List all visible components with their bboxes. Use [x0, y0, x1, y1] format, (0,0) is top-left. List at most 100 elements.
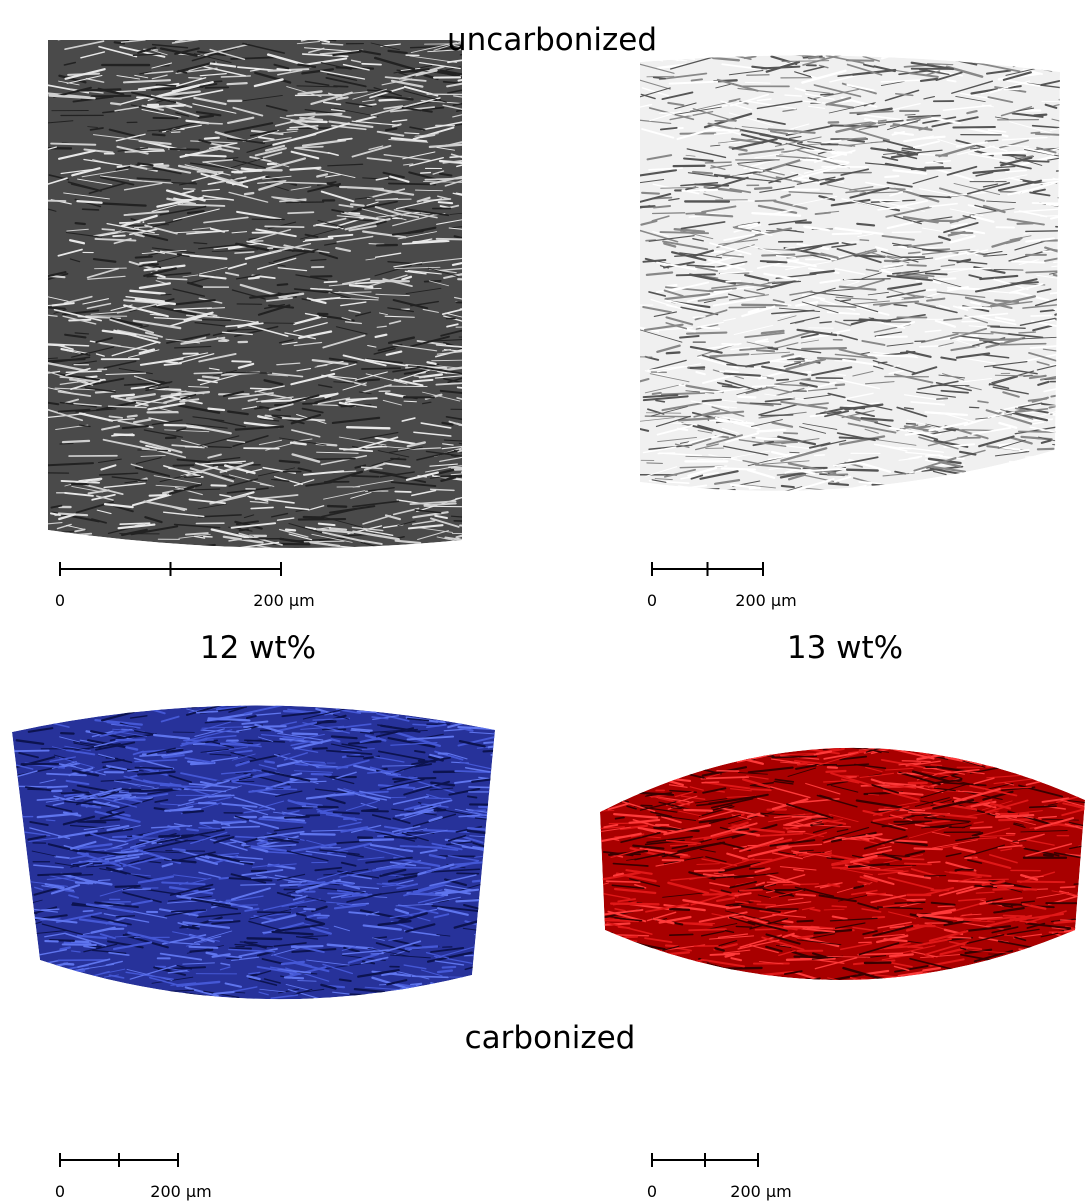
fiber [795, 498, 819, 503]
fiber [292, 946, 323, 947]
fiber [1002, 744, 1041, 747]
fiber [689, 929, 726, 930]
fiber [1020, 961, 1033, 964]
fiber [626, 732, 655, 740]
fiber [485, 965, 504, 966]
fiber [104, 684, 149, 690]
fiber [416, 993, 425, 995]
fiber [187, 829, 198, 830]
fiber [382, 693, 414, 696]
fiber [656, 716, 691, 723]
fiber [857, 1025, 869, 1027]
fiber [898, 1010, 945, 1014]
fiber [288, 807, 313, 808]
fiber [328, 506, 346, 507]
fiber [626, 1004, 669, 1014]
fiber [296, 764, 308, 765]
fiber [205, 998, 237, 1007]
fiber [381, 702, 420, 709]
fiber [275, 696, 297, 697]
fiber [795, 495, 834, 497]
fiber [98, 880, 109, 881]
fiber [489, 921, 533, 925]
fiber [191, 1005, 225, 1006]
fiber [653, 393, 661, 394]
fiber [12, 717, 31, 721]
fiber [267, 699, 296, 701]
fiber [463, 287, 486, 292]
fiber [104, 1001, 122, 1006]
fiber [254, 550, 273, 555]
fiber [494, 959, 518, 962]
fiber [642, 736, 675, 739]
fiber [1042, 966, 1077, 974]
fiber [339, 552, 367, 557]
fiber [827, 1020, 852, 1026]
fiber [465, 492, 508, 497]
fiber [718, 745, 726, 746]
fiber [812, 694, 836, 698]
fiber [48, 709, 62, 712]
fiber [265, 226, 304, 227]
fiber [432, 360, 463, 361]
fiber [40, 1017, 81, 1021]
fiber [243, 1030, 283, 1034]
fiber [444, 688, 488, 696]
fiber [103, 29, 135, 39]
fiber [1030, 502, 1042, 505]
fiber [469, 359, 485, 360]
fiber [783, 921, 793, 922]
fiber [171, 1008, 188, 1013]
fiber [1060, 284, 1086, 291]
fiber [938, 906, 954, 907]
fiber [632, 993, 673, 1000]
fiber [1060, 455, 1088, 457]
fiber [173, 683, 189, 688]
fiber [891, 188, 905, 189]
fiber [874, 694, 915, 698]
fiber [983, 43, 1029, 56]
panel-uncarbonized-13 [635, 31, 1089, 516]
fiber [499, 862, 547, 864]
fiber [601, 773, 630, 776]
fiber [868, 723, 912, 734]
fiber [362, 64, 381, 65]
fiber [340, 1025, 359, 1029]
fiber [1017, 488, 1026, 489]
fiber [664, 765, 683, 768]
fiber [927, 290, 936, 291]
fiber [991, 964, 1020, 969]
fiber [872, 485, 916, 488]
fiber [715, 466, 727, 467]
fiber [467, 717, 502, 724]
fiber [687, 997, 717, 1006]
fiber [251, 388, 272, 389]
fiber [945, 494, 987, 505]
fiber [653, 59, 663, 61]
fiber [985, 738, 1008, 741]
fiber [144, 1024, 186, 1027]
fiber [702, 44, 730, 48]
fiber [803, 49, 824, 56]
fiber [364, 702, 377, 703]
fiber [982, 723, 991, 724]
fiber [224, 1023, 233, 1025]
fiber [819, 719, 847, 725]
fiber [287, 129, 298, 130]
fiber [1056, 714, 1086, 719]
fiber [661, 688, 674, 690]
fiber [805, 701, 848, 708]
fiber [790, 452, 799, 453]
fiber [178, 1015, 186, 1017]
fiber [950, 730, 988, 731]
fiber [470, 996, 497, 999]
fiber [1059, 93, 1089, 100]
fiber [125, 996, 145, 1000]
fiber [616, 818, 624, 819]
fiber [388, 702, 426, 710]
fiber [914, 848, 941, 849]
fiber [1076, 983, 1087, 986]
fiber [810, 728, 834, 729]
fiber [493, 734, 526, 740]
fiber [1079, 942, 1089, 946]
